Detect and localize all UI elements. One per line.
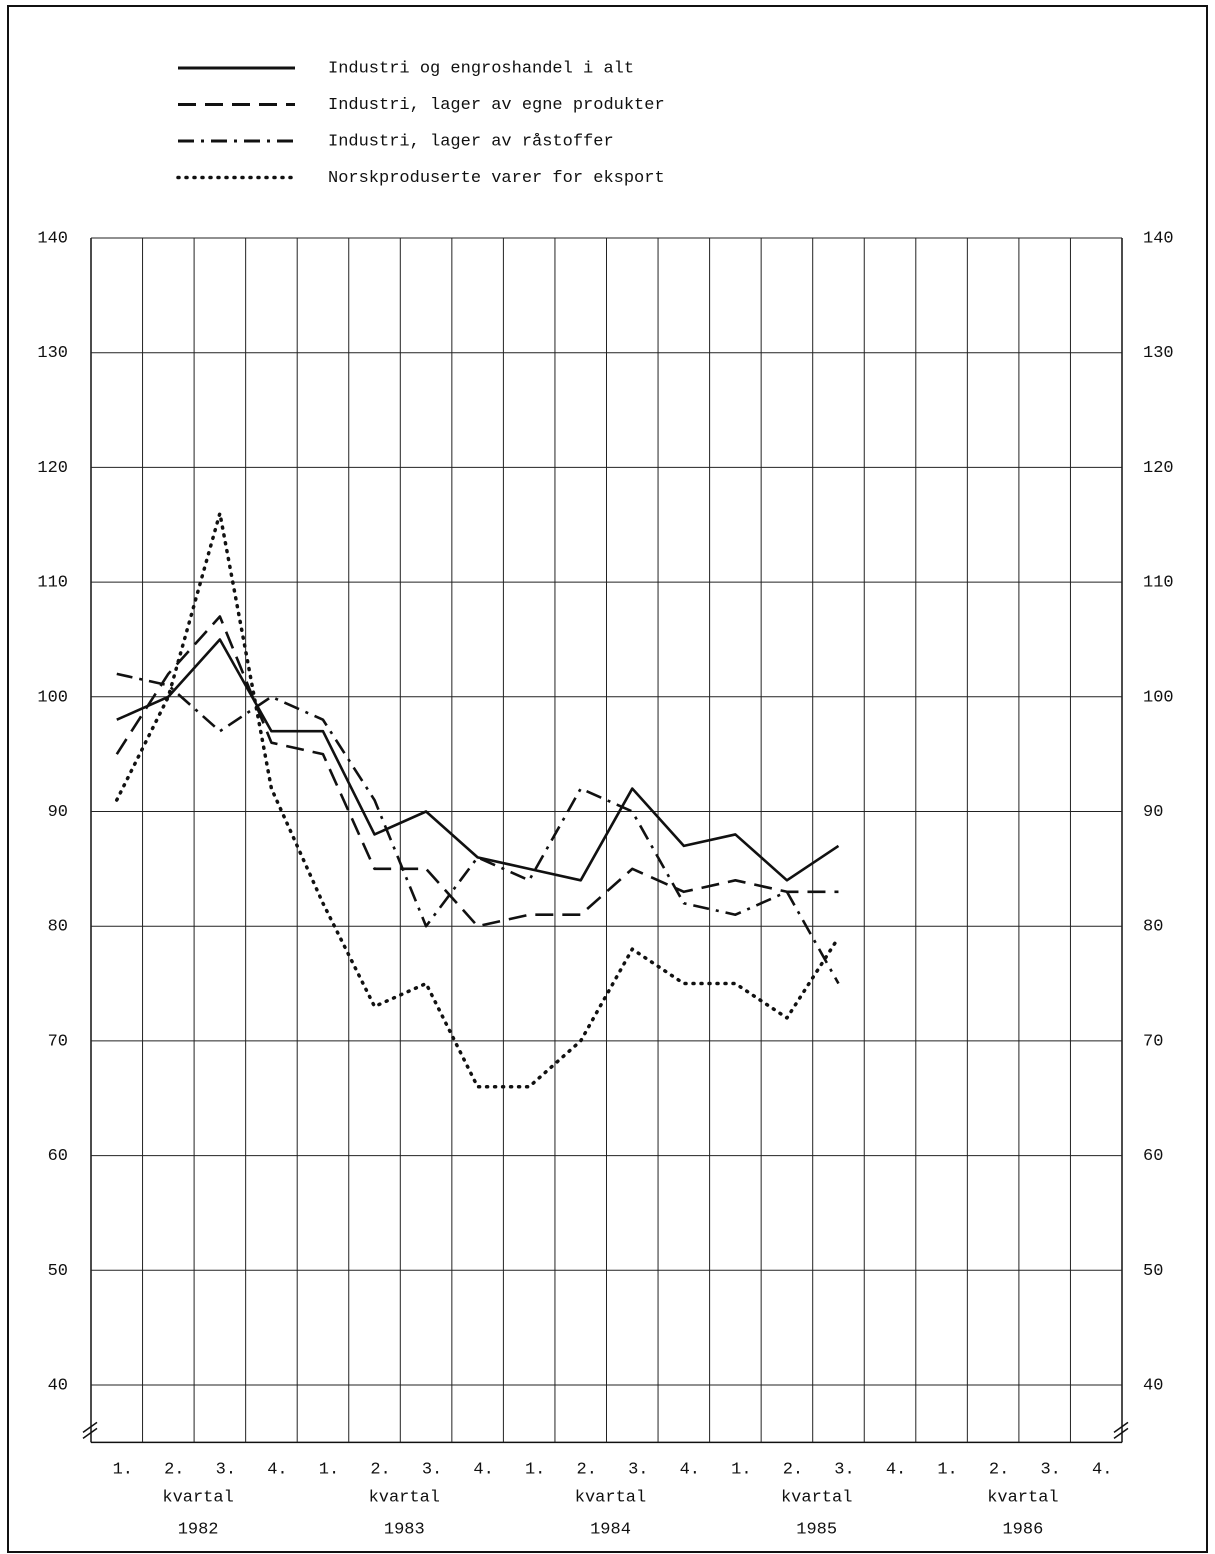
y-tick-label: 130 — [37, 344, 68, 363]
x-tick-label: 4. — [1092, 1460, 1112, 1479]
y-tick-label: 100 — [37, 688, 68, 707]
legend-label: Industri og engroshandel i alt — [328, 59, 634, 78]
x-tick-label: 2. — [783, 1460, 803, 1479]
y-tick-label: 90 — [48, 803, 68, 822]
x-tick-label: 1. — [113, 1460, 133, 1479]
x-tick-label: 4. — [267, 1460, 287, 1479]
x-tick-label: 4. — [680, 1460, 700, 1479]
series-line — [115, 511, 841, 1089]
y-tick-label: 80 — [48, 918, 68, 937]
year-label: 1982 — [178, 1520, 219, 1539]
x-tick-label: 3. — [1040, 1460, 1060, 1479]
x-tick-label: 2. — [370, 1460, 390, 1479]
x-tick-label: 1. — [525, 1460, 545, 1479]
y-tick-label: 120 — [37, 459, 68, 478]
y2-tick-label: 50 — [1143, 1262, 1163, 1281]
series-line — [116, 672, 840, 985]
year-label: 1983 — [384, 1520, 425, 1539]
y2-tick-label: 80 — [1143, 918, 1163, 937]
y2-tick-label: 110 — [1143, 574, 1174, 593]
y2-tick-label: 140 — [1143, 229, 1174, 248]
x-tick-label: 3. — [216, 1460, 236, 1479]
y-tick-label: 40 — [48, 1376, 68, 1395]
group-label: kvartal — [781, 1488, 852, 1507]
x-tick-label: 2. — [164, 1460, 184, 1479]
year-label: 1986 — [1002, 1520, 1043, 1539]
axis-break — [82, 1421, 98, 1433]
group-label: kvartal — [987, 1488, 1058, 1507]
y2-tick-label: 90 — [1143, 803, 1163, 822]
x-tick-label: 3. — [628, 1460, 648, 1479]
x-tick-label: 4. — [473, 1460, 493, 1479]
group-label: kvartal — [575, 1488, 646, 1507]
legend-label: Industri, lager av råstoffer — [328, 132, 614, 151]
axis-break — [1113, 1421, 1129, 1433]
y2-tick-label: 130 — [1143, 344, 1174, 363]
series-line — [115, 615, 839, 928]
frame — [7, 5, 1208, 1553]
y-tick-label: 70 — [48, 1032, 68, 1051]
y2-tick-label: 40 — [1143, 1376, 1163, 1395]
y-tick-label: 110 — [37, 574, 68, 593]
y2-tick-label: 60 — [1143, 1147, 1163, 1166]
y-tick-label: 140 — [37, 229, 68, 248]
y-tick-label: 50 — [48, 1262, 68, 1281]
group-label: kvartal — [162, 1488, 233, 1507]
axis-break — [82, 1427, 98, 1439]
y2-tick-label: 120 — [1143, 459, 1174, 478]
group-label: kvartal — [369, 1488, 440, 1507]
y-tick-label: 60 — [48, 1147, 68, 1166]
x-tick-label: 1. — [731, 1460, 751, 1479]
year-label: 1985 — [796, 1520, 837, 1539]
x-tick-label: 3. — [422, 1460, 442, 1479]
x-tick-label: 4. — [886, 1460, 906, 1479]
y2-tick-label: 100 — [1143, 688, 1174, 707]
x-tick-label: 1. — [937, 1460, 957, 1479]
series-line — [116, 638, 840, 882]
x-tick-label: 2. — [577, 1460, 597, 1479]
axis-break — [1113, 1427, 1129, 1439]
legend-label: Industri, lager av egne produkter — [328, 96, 665, 115]
legend-label: Norskproduserte varer for eksport — [328, 169, 665, 188]
x-tick-label: 2. — [989, 1460, 1009, 1479]
y2-tick-label: 70 — [1143, 1032, 1163, 1051]
x-tick-label: 3. — [834, 1460, 854, 1479]
year-label: 1984 — [590, 1520, 631, 1539]
x-tick-label: 1. — [319, 1460, 339, 1479]
